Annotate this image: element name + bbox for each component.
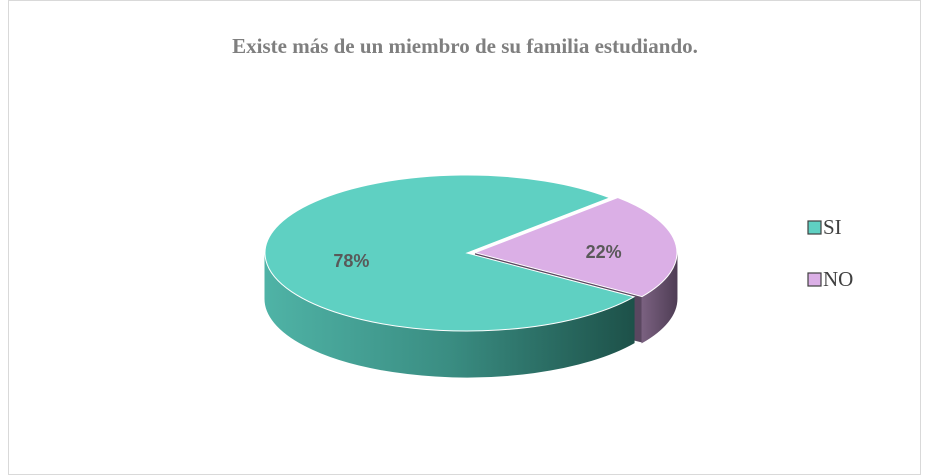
legend-label: NO <box>823 267 853 291</box>
data-label: 22% <box>586 242 622 262</box>
legend-swatch <box>807 220 822 235</box>
data-label: 78% <box>333 251 369 271</box>
legend-swatch <box>807 272 822 287</box>
slice <box>473 197 678 298</box>
legend-label: SI <box>823 215 842 239</box>
slice <box>264 174 636 332</box>
chart-title: Existe más de un miembro de su familia e… <box>232 34 698 58</box>
